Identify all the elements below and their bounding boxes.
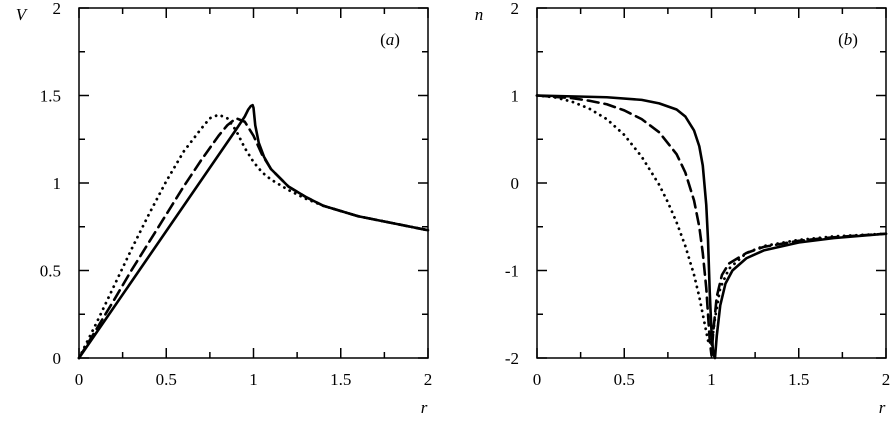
series-line-dashed bbox=[535, 94, 888, 357]
x-tick-label: 0.5 bbox=[614, 370, 635, 389]
x-tick-label: 2 bbox=[424, 370, 433, 389]
series-line-dotted bbox=[77, 113, 430, 360]
panel-b: 0 0.5 1 1.5 2 -2 -1 0 1 2 r n (b) bbox=[475, 0, 891, 417]
y-axis-label: V bbox=[16, 5, 29, 24]
x-tick-label: 1 bbox=[249, 370, 258, 389]
y-tick-label: 0.5 bbox=[40, 262, 61, 281]
y-tick-label: -2 bbox=[505, 349, 519, 368]
x-tick-label: 2 bbox=[882, 370, 891, 389]
x-tick-label: 0 bbox=[533, 370, 542, 389]
panel-a: 0 0.5 1 1.5 2 0 0.5 1 1.5 2 r V (a) bbox=[16, 0, 432, 417]
y-tick-label: 1.5 bbox=[40, 87, 61, 106]
y-tick-label: 0 bbox=[511, 174, 520, 193]
y-tick-label: 0 bbox=[53, 349, 62, 368]
panel-label: (b) bbox=[838, 30, 858, 49]
x-axis-label: r bbox=[879, 398, 886, 417]
y-tick-label: 2 bbox=[53, 0, 62, 18]
x-tick-label: 1 bbox=[707, 370, 716, 389]
y-tick-label: 1 bbox=[511, 87, 520, 106]
x-tick-label: 0 bbox=[75, 370, 84, 389]
y-tick-label: -1 bbox=[505, 262, 519, 281]
series-line-solid bbox=[77, 103, 430, 360]
y-tick-label: 2 bbox=[511, 0, 520, 18]
series-line-solid bbox=[535, 94, 888, 360]
plot-frame bbox=[78, 7, 429, 359]
x-axis-label: r bbox=[421, 398, 428, 417]
series-line-dashed bbox=[77, 116, 430, 360]
x-tick-label: 0.5 bbox=[156, 370, 177, 389]
panel-label: (a) bbox=[380, 30, 400, 49]
x-tick-label: 1.5 bbox=[788, 370, 809, 389]
y-tick-label: 1 bbox=[53, 174, 62, 193]
y-axis-label: n bbox=[475, 5, 484, 24]
x-tick-label: 1.5 bbox=[330, 370, 351, 389]
series-line-dotted bbox=[535, 94, 888, 347]
